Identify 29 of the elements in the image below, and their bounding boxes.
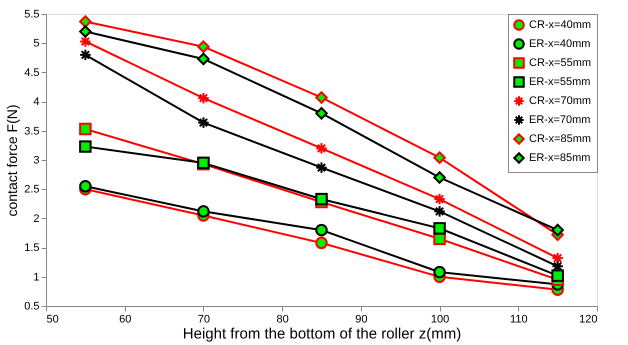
x-tick-label: 120 xyxy=(579,314,598,326)
x-tick-label: 50 xyxy=(46,314,59,326)
y-tick-label: 5.5 xyxy=(24,8,40,20)
y-tick-label: 1.5 xyxy=(24,242,40,254)
legend-label: ER-x=85mm xyxy=(529,152,590,164)
y-tick-label: 2.5 xyxy=(24,184,40,196)
x-tick-label: 70 xyxy=(198,314,210,326)
x-tick-label: 90 xyxy=(355,314,368,326)
legend-label: CR-x=55mm xyxy=(529,57,592,69)
x-tick-label: 100 xyxy=(430,314,450,326)
y-tick-label: 4.5 xyxy=(24,66,40,79)
x-tick-label: 80 xyxy=(276,314,289,326)
y-tick-label: 2 xyxy=(33,212,40,225)
legend-label: CR-x=85mm xyxy=(529,133,592,145)
y-axis-title: contact force F(N) xyxy=(4,104,20,217)
y-tick-label: 4 xyxy=(33,96,40,108)
x-axis-title: Height from the bottom of the roller z(mm) xyxy=(182,326,462,342)
legend-label: CR-x=70mm xyxy=(529,95,592,107)
y-tick-label: 3.5 xyxy=(24,125,40,138)
legend-label: ER-x=40mm xyxy=(529,38,590,50)
y-tick-label: 3 xyxy=(33,154,40,166)
x-tick-label: 110 xyxy=(510,314,528,326)
y-tick-label: 1 xyxy=(33,271,40,284)
y-tick-label: 0.5 xyxy=(24,300,40,312)
legend-label: ER-x=70mm xyxy=(529,114,590,126)
x-tick-label: 60 xyxy=(119,314,132,326)
y-tick-label: 5 xyxy=(33,38,40,50)
legend-label: CR-x=40mm xyxy=(529,19,592,31)
legend-label: ER-x=55mm xyxy=(529,76,590,88)
